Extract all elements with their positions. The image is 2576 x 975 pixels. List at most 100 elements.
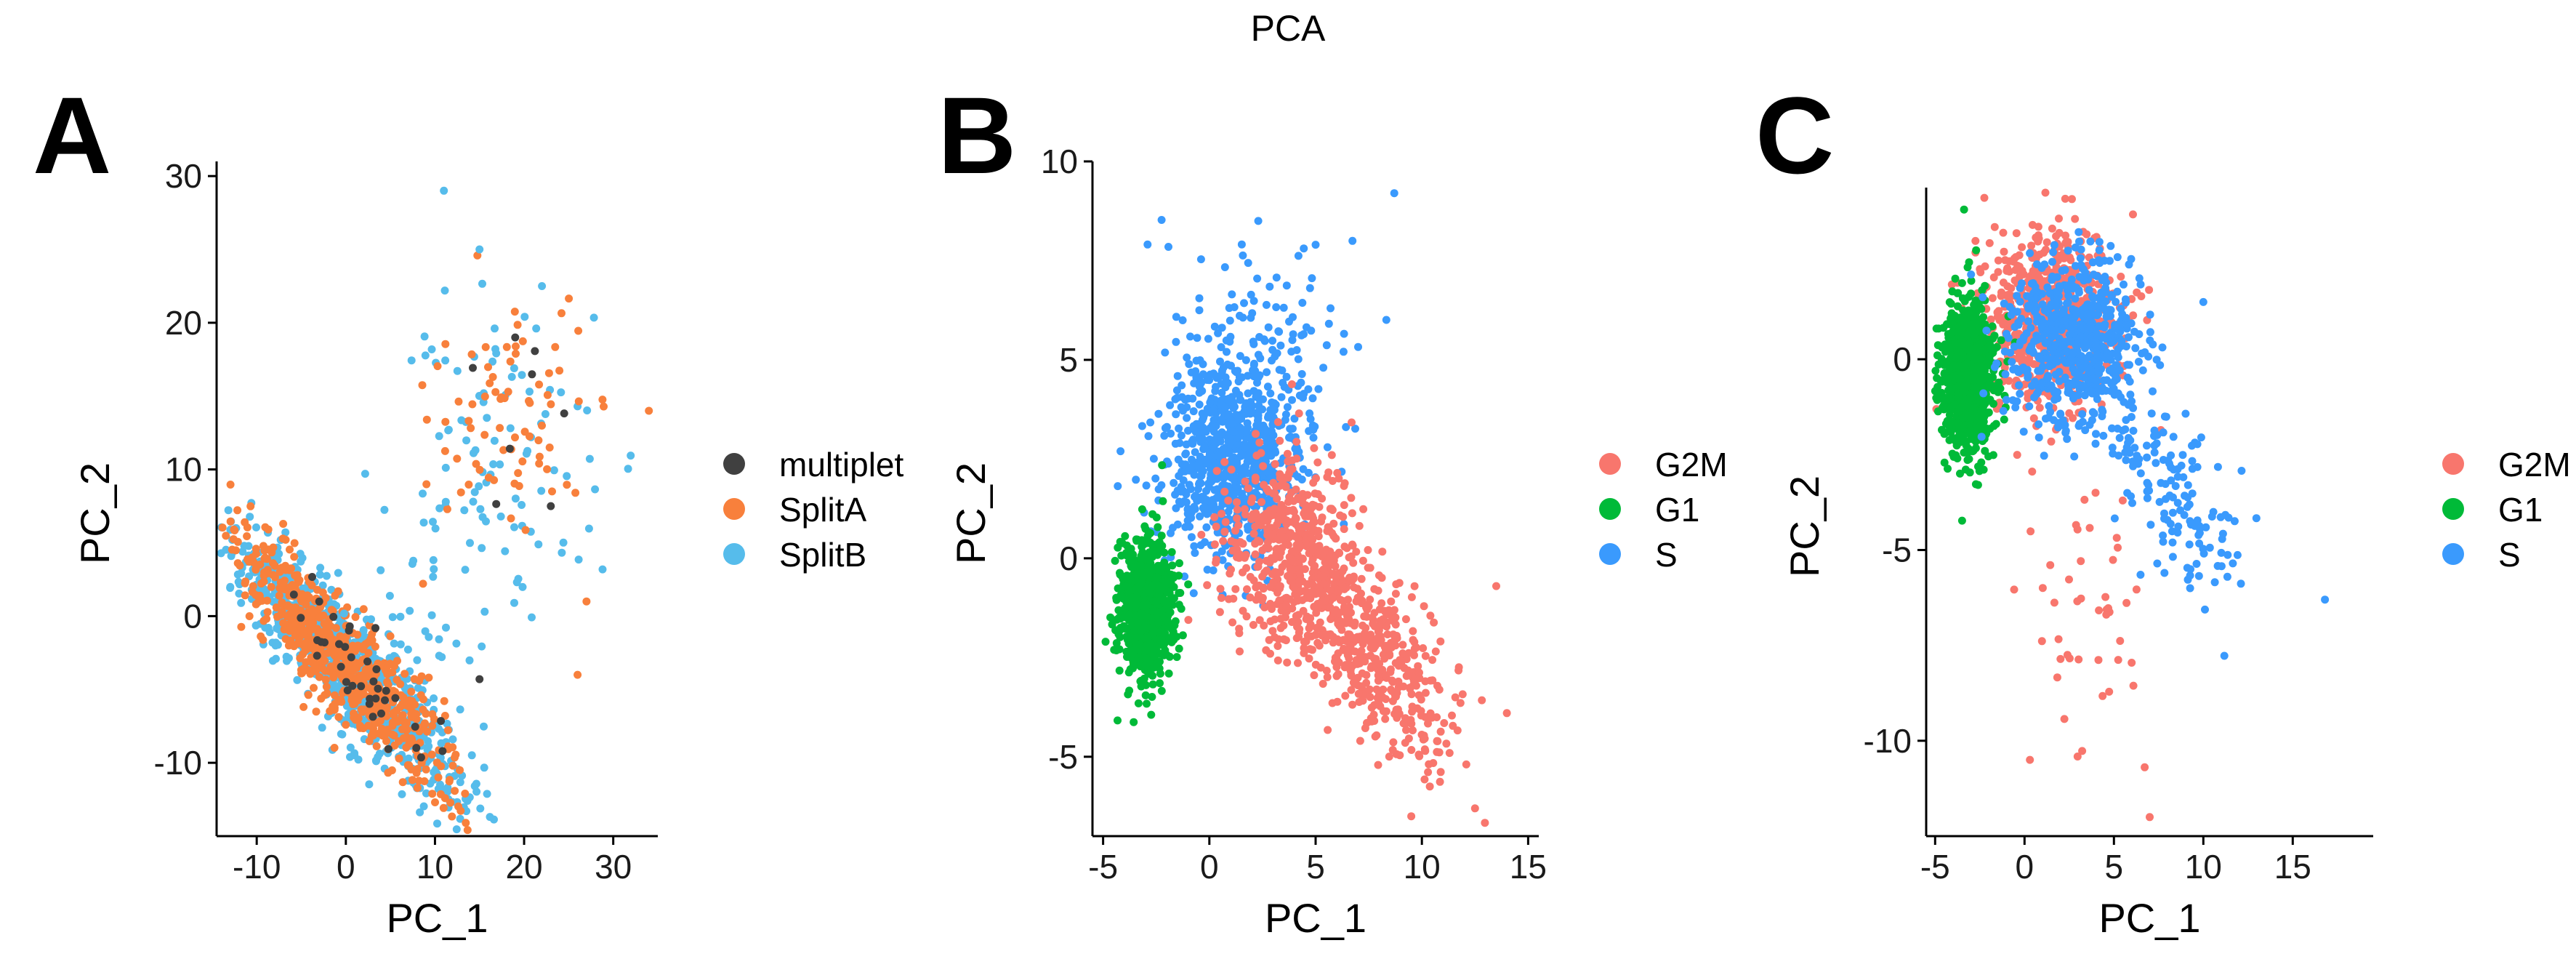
point-g2m: [1294, 522, 1303, 531]
point-g2m: [1994, 256, 2003, 265]
point-g2m: [1221, 518, 1230, 526]
point-g2m: [1335, 549, 1344, 558]
point-s: [1255, 401, 1263, 410]
point-splita: [545, 444, 554, 452]
point-splita: [331, 699, 339, 708]
point-s: [1225, 316, 1234, 325]
y-tick-label: 5: [1059, 341, 1078, 379]
point-g2m: [1340, 635, 1348, 644]
point-g1: [1155, 608, 1164, 617]
point-multiplet: [528, 370, 536, 379]
point-s: [1212, 439, 1220, 448]
point-s: [1267, 452, 1276, 460]
point-g1: [1134, 699, 1143, 707]
point-g1: [1112, 615, 1121, 624]
point-g2m: [1271, 460, 1279, 468]
point-splita: [285, 627, 294, 635]
point-splita: [299, 702, 308, 711]
point-multiplet: [377, 709, 385, 718]
point-splita: [315, 644, 323, 653]
point-g2m: [1220, 487, 1229, 496]
point-g2m: [1319, 680, 1327, 688]
point-s: [1217, 388, 1226, 397]
point-splita: [262, 555, 271, 563]
point-g1: [1168, 561, 1177, 570]
point-splita: [437, 762, 446, 771]
point-g2m: [2129, 210, 2137, 219]
point-splitb: [365, 780, 374, 789]
point-g1: [1124, 633, 1132, 642]
point-g2m: [1374, 698, 1382, 707]
point-splita: [351, 646, 360, 655]
point-splita: [448, 743, 457, 752]
point-splita: [303, 608, 312, 617]
point-splita: [281, 561, 290, 570]
point-splitb: [431, 524, 440, 533]
point-g2m: [1359, 697, 1367, 705]
point-splita: [393, 675, 401, 684]
point-splita: [402, 743, 411, 752]
point-g1: [1146, 668, 1154, 677]
point-splita: [384, 681, 393, 689]
point-s: [1297, 331, 1306, 340]
point-splita: [257, 596, 266, 605]
point-splitb: [413, 656, 422, 665]
point-splita: [303, 665, 312, 674]
point-splita: [388, 668, 397, 677]
point-splita: [446, 798, 455, 807]
point-g1: [1137, 627, 1146, 635]
point-g2m: [1462, 760, 1470, 769]
point-g2m: [2021, 380, 2029, 389]
point-s: [1249, 337, 1257, 346]
point-splitb: [298, 554, 307, 562]
point-g2m: [1312, 474, 1320, 483]
point-g2m: [1252, 430, 1260, 438]
point-splita: [462, 819, 470, 827]
point-splitb: [346, 753, 354, 761]
point-g2m: [1361, 724, 1369, 732]
point-s: [1197, 471, 1206, 480]
point-splita: [281, 635, 290, 643]
point-s: [1210, 322, 1219, 331]
point-s: [1213, 433, 1222, 441]
point-g2m: [1257, 498, 1265, 506]
point-splitb: [429, 518, 437, 526]
point-g2m: [2000, 247, 2008, 256]
point-s: [1206, 451, 1215, 460]
point-g1: [1138, 609, 1146, 618]
point-g1: [1146, 529, 1155, 537]
legend-label: multiplet: [779, 446, 904, 484]
point-s: [1208, 421, 1217, 430]
point-splita: [431, 798, 439, 806]
point-g2m: [1310, 603, 1319, 611]
legend-label: SplitB: [779, 536, 866, 574]
point-g2m: [1407, 593, 1416, 601]
point-splitb: [558, 548, 566, 557]
point-s: [1223, 348, 1231, 356]
point-splita: [413, 784, 422, 793]
point-splitb: [469, 497, 478, 506]
point-g1: [1168, 632, 1177, 641]
point-splitb: [251, 621, 260, 630]
point-g1: [1162, 585, 1170, 594]
point-s: [1187, 513, 1196, 522]
x-tick-label: 5: [1306, 848, 1325, 886]
point-splita: [251, 600, 260, 609]
point-g2m: [1427, 713, 1436, 721]
point-splita: [512, 350, 520, 358]
point-g2m: [1316, 546, 1324, 555]
point-s: [1149, 454, 1158, 463]
point-splita: [497, 393, 506, 401]
point-s: [1241, 467, 1249, 476]
point-s: [1351, 425, 1359, 433]
point-splita: [246, 502, 255, 510]
point-g2m: [1388, 746, 1397, 754]
point-splita: [295, 576, 304, 585]
point-s: [1264, 323, 1273, 332]
point-s: [1138, 422, 1146, 430]
point-splitb: [492, 349, 501, 358]
point-s: [1207, 476, 1215, 485]
point-g1: [1159, 597, 1168, 606]
point-splita: [451, 753, 459, 762]
point-multiplet: [384, 745, 393, 753]
